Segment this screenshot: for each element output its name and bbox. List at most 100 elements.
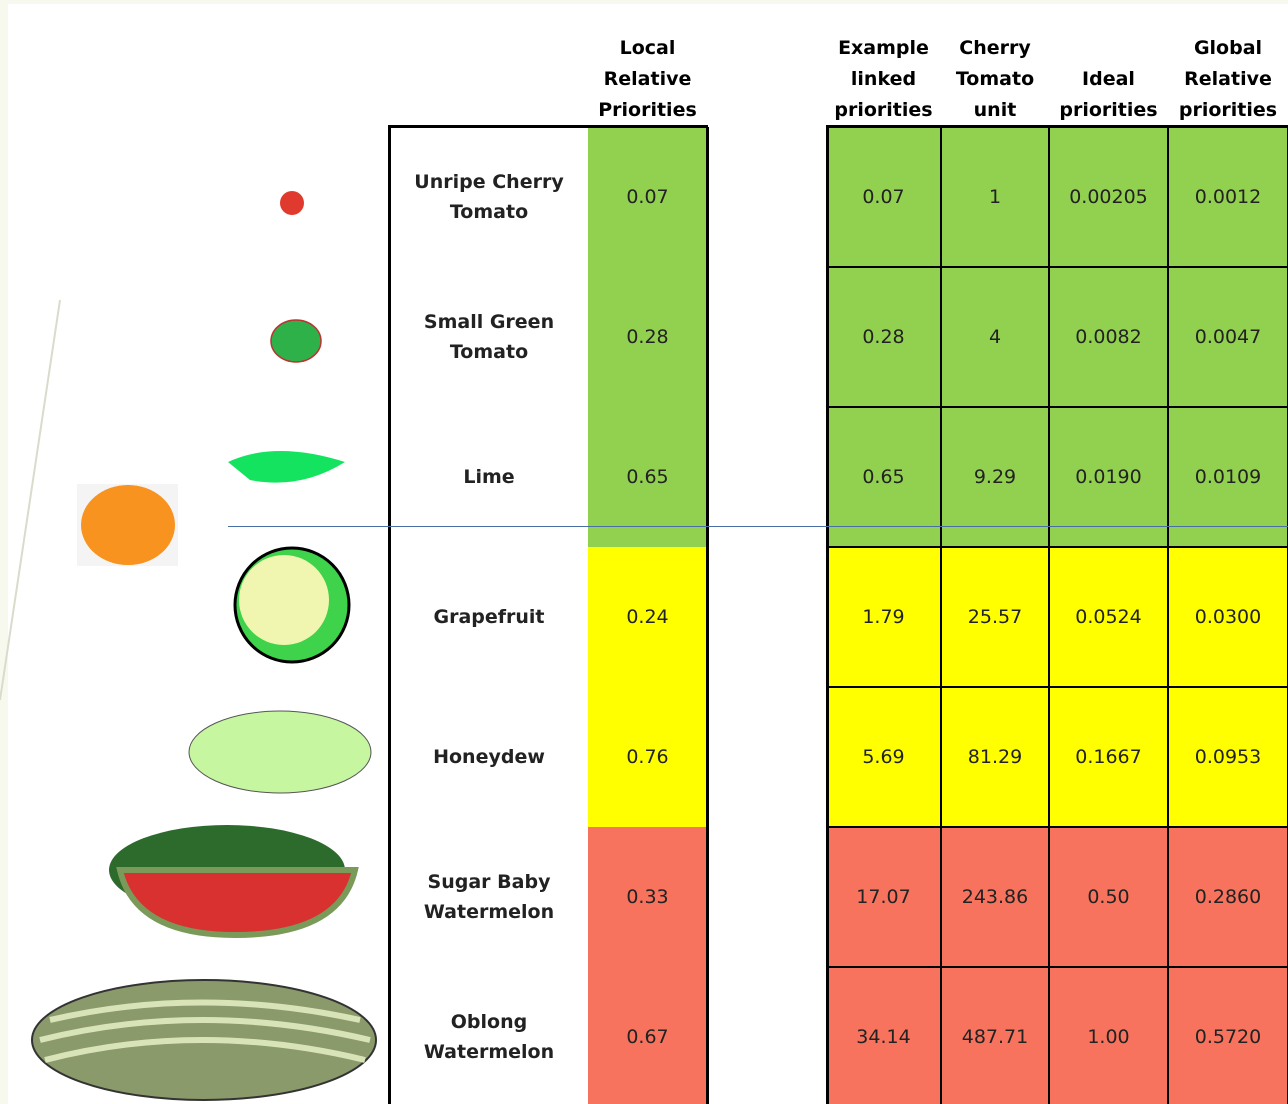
grapefruit-flesh — [239, 555, 329, 645]
value-cell-text: 0.00205 — [1069, 186, 1148, 208]
value-cell: 0.28 — [826, 267, 941, 407]
table-border — [388, 127, 391, 1104]
value-cell-text: 0.0109 — [1194, 466, 1262, 488]
value-cell: 0.0190 — [1049, 407, 1168, 547]
value-cell: 0.5720 — [1168, 967, 1288, 1104]
honeydew-image — [188, 710, 372, 794]
value-cell-text: 0.24 — [626, 606, 669, 628]
value-cell: 243.86 — [941, 827, 1049, 967]
value-cell-text: 9.29 — [973, 466, 1017, 488]
value-cell: 1.00 — [1049, 967, 1168, 1104]
row-name-text: Lime — [463, 466, 515, 488]
value-cell-text: 0.07 — [626, 186, 669, 208]
column-header-text: Example linked priorities — [834, 37, 933, 121]
row-name: Honeydew — [390, 687, 588, 827]
table-border — [706, 127, 709, 1104]
value-cell-text: 0.2860 — [1194, 886, 1262, 908]
row-name-text: Unripe Cherry Tomato — [414, 171, 564, 223]
column-header: Local Relative Priorities — [568, 30, 727, 126]
value-cell: 0.76 — [588, 687, 707, 827]
row-name: Oblong Watermelon — [390, 967, 588, 1104]
value-cell: 9.29 — [941, 407, 1049, 547]
value-cell-text: 17.07 — [856, 886, 911, 908]
value-cell: 0.24 — [588, 547, 707, 687]
value-cell: 0.00205 — [1049, 127, 1168, 267]
column-header: Cherry Tomato unit — [921, 30, 1069, 126]
row-name: Grapefruit — [390, 547, 588, 687]
value-cell: 0.33 — [588, 827, 707, 967]
row-name: Lime — [390, 407, 588, 547]
value-cell-text: 81.29 — [967, 746, 1023, 768]
table-border — [826, 125, 1288, 128]
value-cell: 0.0047 — [1168, 267, 1288, 407]
value-cell-text: 0.1667 — [1075, 746, 1142, 768]
value-cell: 5.69 — [826, 687, 941, 827]
value-cell-text: 0.0082 — [1075, 326, 1142, 348]
value-cell-text: 0.28 — [862, 326, 905, 348]
value-cell-text: 25.57 — [967, 606, 1023, 628]
row-name-text: Small Green Tomato — [423, 311, 555, 363]
value-cell-text: 0.33 — [626, 886, 669, 908]
orange-image — [81, 485, 175, 565]
value-cell-text: 0.28 — [626, 326, 669, 348]
value-cell: 34.14 — [826, 967, 941, 1104]
value-cell-text: 0.67 — [626, 1026, 669, 1048]
value-cell-text: 0.0012 — [1194, 186, 1262, 208]
value-cell: 25.57 — [941, 547, 1049, 687]
value-cell: 81.29 — [941, 687, 1049, 827]
value-cell-text: 0.0190 — [1075, 466, 1142, 488]
value-cell-text: 243.86 — [961, 886, 1029, 908]
value-cell-text: 0.0047 — [1194, 326, 1262, 348]
value-cell-text: 0.50 — [1087, 886, 1130, 908]
decor-line — [0, 299, 61, 701]
value-cell: 4 — [941, 267, 1049, 407]
value-cell-text: 4 — [988, 326, 1002, 348]
value-cell-text: 1.79 — [862, 606, 905, 628]
column-header-text: Global Relative priorities — [1178, 37, 1278, 121]
column-header: Ideal priorities — [1029, 30, 1188, 126]
row-name-text: Oblong Watermelon — [423, 1011, 555, 1063]
value-cell: 0.07 — [826, 127, 941, 267]
value-cell: 0.65 — [826, 407, 941, 547]
value-cell-text: 0.76 — [626, 746, 669, 768]
value-cell: 0.0109 — [1168, 407, 1288, 547]
value-cell: 0.1667 — [1049, 687, 1168, 827]
value-cell-text: 0.07 — [862, 186, 905, 208]
column-header-text: Local Relative Priorities — [598, 37, 697, 121]
value-cell: 487.71 — [941, 967, 1049, 1104]
column-header: Example linked priorities — [806, 30, 961, 126]
value-cell: 0.50 — [1049, 827, 1168, 967]
value-cell-text: 1.00 — [1087, 1026, 1130, 1048]
value-cell-text: 5.69 — [862, 746, 905, 768]
value-cell: 0.0012 — [1168, 127, 1288, 267]
value-cell-text: 0.65 — [862, 466, 905, 488]
value-cell: 1.79 — [826, 547, 941, 687]
column-header-text: Ideal priorities — [1059, 68, 1158, 121]
value-cell-text: 0.0953 — [1194, 746, 1262, 768]
value-cell: 0.2860 — [1168, 827, 1288, 967]
value-cell-text: 487.71 — [961, 1026, 1029, 1048]
column-header-text: Cherry Tomato unit — [955, 37, 1035, 121]
table-border — [826, 127, 829, 1104]
watermelon-slice — [116, 867, 359, 939]
value-cell: 1 — [941, 127, 1049, 267]
value-cell: 0.0082 — [1049, 267, 1168, 407]
row-name: Sugar Baby Watermelon — [390, 827, 588, 967]
row-name-text: Grapefruit — [433, 606, 545, 628]
value-cell: 17.07 — [826, 827, 941, 967]
value-cell: 0.28 — [588, 267, 707, 407]
value-cell-text: 34.14 — [856, 1026, 911, 1048]
value-cell: 0.67 — [588, 967, 707, 1104]
value-cell-text: 0.5720 — [1194, 1026, 1262, 1048]
table-border — [388, 125, 708, 128]
oblong-stripes — [39, 999, 371, 1063]
value-cell-text: 0.0300 — [1194, 606, 1262, 628]
value-cell: 0.07 — [588, 127, 707, 267]
row-name: Small Green Tomato — [390, 267, 588, 407]
row-name: Unripe Cherry Tomato — [390, 127, 588, 267]
value-cell-text: 1 — [988, 186, 1002, 208]
green-tomato-image — [270, 319, 322, 363]
cherry-tomato-image — [280, 191, 304, 215]
